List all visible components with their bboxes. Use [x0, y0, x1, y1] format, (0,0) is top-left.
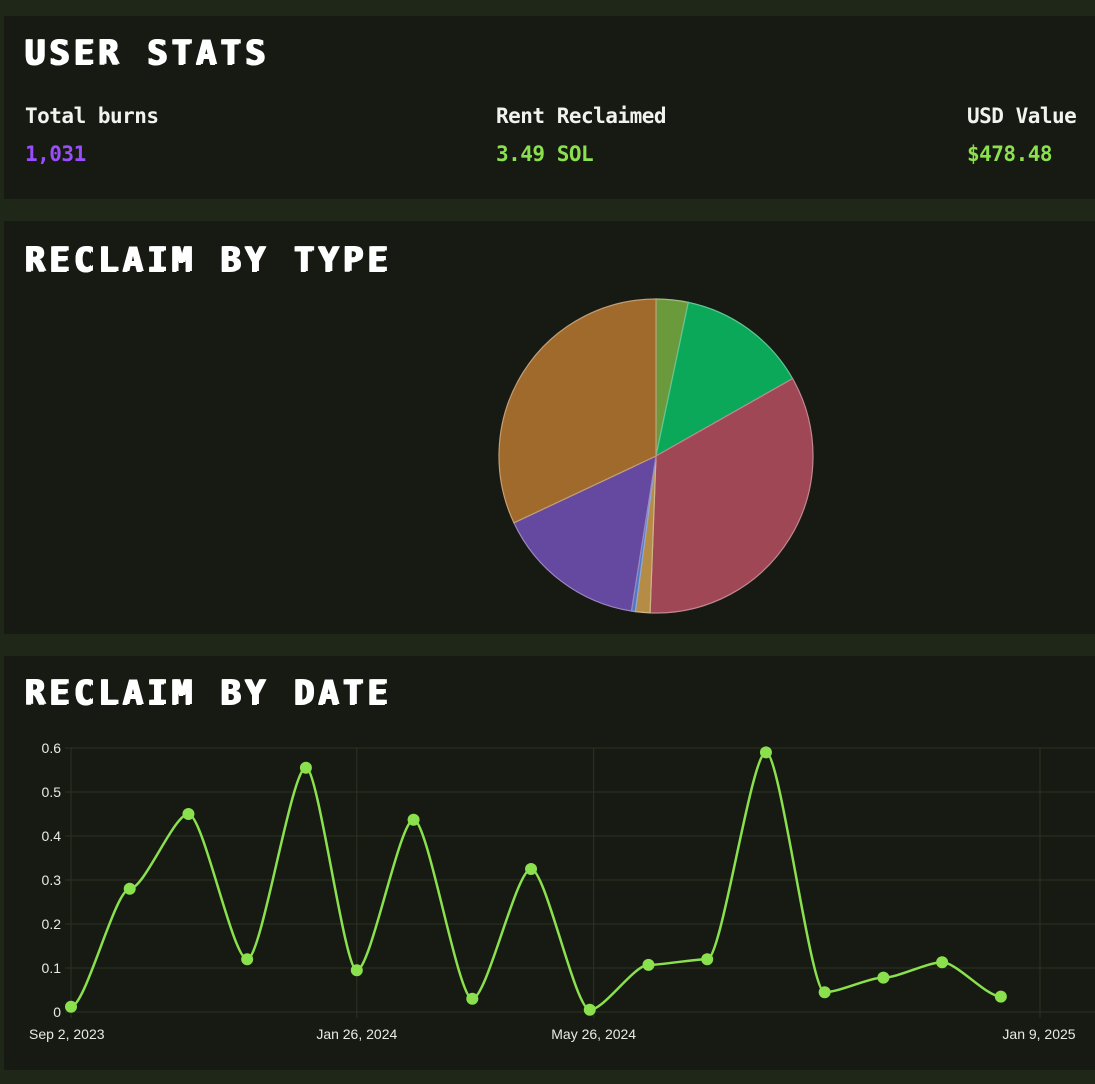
data-point[interactable] — [241, 953, 254, 966]
stat-rent-reclaimed: Rent Reclaimed 3.49 SOL — [496, 104, 667, 166]
x-tick-label: Sep 2, 2023 — [29, 1026, 105, 1042]
reclaim-by-date-panel: RECLAIM BY DATE 0 0.1 0.2 0.3 0.4 0.5 0.6 Sep 2… — [4, 656, 1095, 1070]
data-point[interactable] — [182, 808, 195, 820]
y-tick-label: 0.2 — [42, 916, 62, 932]
y-tick-label: 0 — [53, 1004, 61, 1020]
y-tick-label: 0.5 — [42, 784, 62, 800]
reclaim-type-pie-chart[interactable] — [4, 221, 1095, 634]
y-tick-label: 0.3 — [42, 872, 62, 888]
pie-slice[interactable] — [655, 301, 794, 458]
data-point[interactable] — [994, 990, 1007, 1003]
data-point[interactable] — [877, 971, 890, 984]
reclaim-by-type-title: RECLAIM BY TYPE — [24, 240, 392, 280]
data-point[interactable] — [407, 813, 420, 826]
user-stats-title: USER STATS — [24, 33, 269, 73]
data-point[interactable] — [936, 956, 949, 969]
stat-value: $478.48 — [967, 142, 1053, 166]
stat-value: 3.49 SOL — [496, 142, 594, 166]
x-tick-label: Jan 26, 2024 — [316, 1026, 397, 1042]
data-point[interactable] — [350, 964, 363, 977]
data-point[interactable] — [818, 986, 831, 999]
stat-label: USD Value — [967, 104, 1077, 128]
stat-label: Rent Reclaimed — [496, 104, 667, 128]
y-tick-label: 0.4 — [42, 828, 62, 844]
series-line — [70, 751, 1002, 1012]
data-point[interactable] — [759, 746, 772, 759]
data-point[interactable] — [525, 863, 538, 875]
pie-slice[interactable] — [649, 377, 814, 614]
reclaim-by-type-panel: RECLAIM BY TYPE — [4, 221, 1095, 634]
y-tick-label: 0.6 — [42, 740, 62, 756]
user-stats-panel: USER STATS Total burns 1,031 Rent Reclai… — [4, 16, 1095, 199]
reclaim-by-date-title: RECLAIM BY DATE — [24, 673, 392, 713]
stat-value: 1,031 — [25, 142, 86, 166]
stat-usd-value: USD Value $478.48 — [967, 104, 1077, 166]
data-point[interactable] — [583, 1003, 596, 1016]
data-point[interactable] — [642, 958, 655, 971]
data-point[interactable] — [123, 882, 136, 895]
data-point[interactable] — [466, 992, 479, 1005]
x-tick-label: May 26, 2024 — [551, 1026, 636, 1042]
data-point[interactable] — [65, 1000, 77, 1013]
data-point[interactable] — [299, 761, 312, 774]
stat-total-burns: Total burns 1,031 — [25, 104, 159, 166]
stat-label: Total burns — [25, 104, 159, 128]
reclaim-date-line-chart[interactable]: 0 0.1 0.2 0.3 0.4 0.5 0.6 Sep 2, 2023 Jan 26, 20… — [4, 656, 1095, 1070]
x-tick-label: Jan 9, 2025 — [1002, 1026, 1075, 1042]
pie-slice[interactable] — [498, 298, 657, 524]
data-point[interactable] — [701, 953, 714, 966]
y-tick-label: 0.1 — [42, 960, 62, 976]
pie-slice[interactable] — [513, 454, 657, 612]
